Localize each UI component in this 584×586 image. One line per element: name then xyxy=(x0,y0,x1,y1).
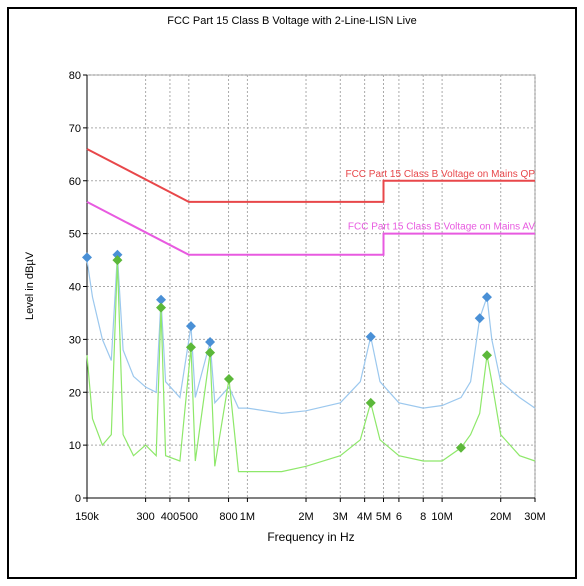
marker xyxy=(474,313,485,324)
x-tick-label: 10M xyxy=(431,511,452,523)
x-tick-label: 20M xyxy=(490,511,511,523)
marker xyxy=(156,294,167,305)
y-axis-label: Level in dBµV xyxy=(24,251,36,320)
x-tick-label: 5M xyxy=(376,511,391,523)
x-tick-label: 4M xyxy=(357,511,372,523)
marker xyxy=(185,321,196,332)
x-tick-label: 1M xyxy=(240,511,255,523)
marker xyxy=(223,374,234,385)
marker xyxy=(185,342,196,353)
y-tick-label: 30 xyxy=(69,334,81,346)
marker xyxy=(481,350,492,361)
x-tick-label: 8 xyxy=(420,511,426,523)
x-tick-label: 3M xyxy=(333,511,348,523)
y-tick-label: 50 xyxy=(69,229,81,241)
x-tick-label: 800 xyxy=(219,511,237,523)
x-axis-label: Frequency in Hz xyxy=(267,530,354,544)
y-tick-label: 80 xyxy=(69,70,81,82)
x-tick-label: 500 xyxy=(180,511,198,523)
x-tick-label: 30M xyxy=(524,511,545,523)
marker xyxy=(205,347,216,358)
x-tick-label: 150k xyxy=(75,511,99,523)
y-tick-label: 0 xyxy=(75,493,81,505)
x-tick-label: 300 xyxy=(136,511,154,523)
marker xyxy=(156,302,167,313)
series-line xyxy=(86,260,536,473)
marker xyxy=(455,442,466,453)
x-tick-label: 2M xyxy=(298,511,313,523)
y-tick-label: 10 xyxy=(69,440,81,452)
limit-label: FCC Part 15 Class B Voltage on Mains QP xyxy=(345,169,535,180)
y-tick-label: 20 xyxy=(69,387,81,399)
marker xyxy=(481,292,492,303)
series-line xyxy=(86,148,535,203)
marker xyxy=(365,331,376,342)
x-tick-label: 6 xyxy=(396,511,402,523)
marker xyxy=(205,337,216,348)
y-tick-label: 40 xyxy=(69,282,81,294)
marker xyxy=(365,397,376,408)
limit-label: FCC Part 15 Class B Voltage on Mains AV xyxy=(348,222,535,233)
marker xyxy=(112,249,123,260)
x-tick-label: 400 xyxy=(161,511,179,523)
marker xyxy=(112,255,123,266)
y-tick-label: 70 xyxy=(69,123,81,135)
marker xyxy=(82,252,92,263)
series-line xyxy=(86,254,536,415)
y-tick-label: 60 xyxy=(69,176,81,188)
chart-title: FCC Part 15 Class B Voltage with 2-Line-… xyxy=(167,15,416,27)
series-line xyxy=(86,201,535,256)
